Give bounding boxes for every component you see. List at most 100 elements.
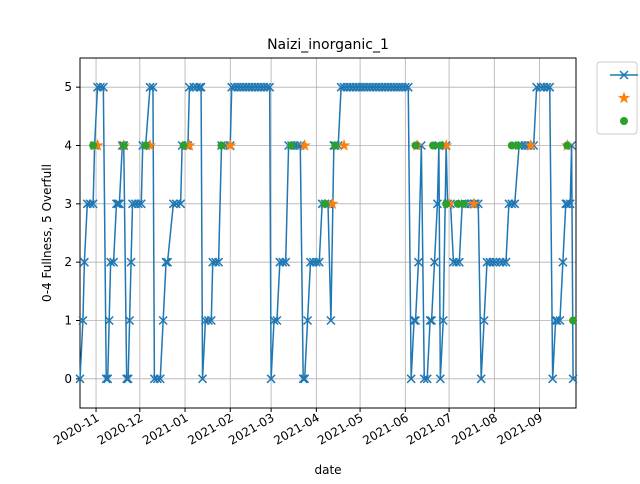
legend — [596, 61, 638, 135]
data-point — [179, 141, 188, 150]
data-point — [78, 315, 88, 326]
data-point — [287, 141, 296, 150]
data-point — [265, 82, 275, 92]
data-point — [403, 82, 413, 92]
data-point — [321, 199, 330, 208]
data-point — [558, 257, 568, 267]
data-point — [114, 199, 124, 209]
data-point — [217, 141, 226, 150]
data-point — [425, 315, 435, 326]
data-point — [266, 374, 276, 384]
data-point — [513, 141, 522, 150]
data-point — [510, 199, 520, 209]
data-point — [158, 315, 168, 326]
y-tick-label: 5 — [64, 80, 72, 94]
data-point — [568, 374, 578, 384]
data-point — [104, 315, 114, 326]
data-point — [422, 374, 432, 384]
data-point — [411, 141, 420, 150]
data-point — [479, 315, 489, 326]
data-point — [162, 257, 173, 267]
data-point — [145, 82, 155, 92]
y-tick-label: 2 — [64, 255, 72, 269]
data-point — [337, 139, 351, 151]
data-point — [507, 141, 516, 150]
data-point — [85, 199, 95, 209]
data-point — [326, 197, 339, 210]
data-point — [196, 82, 206, 92]
data-point — [206, 315, 216, 326]
data-point — [326, 315, 336, 326]
x-axis-label: date — [314, 463, 341, 477]
data-point — [298, 374, 308, 384]
data-point — [203, 315, 213, 326]
data-point — [303, 315, 313, 326]
data-point — [198, 374, 208, 384]
data-point — [331, 141, 340, 150]
data-point — [552, 315, 562, 326]
data-point — [272, 315, 282, 326]
data-point — [476, 374, 486, 384]
y-tick-label: 1 — [64, 314, 72, 328]
data-point — [79, 257, 89, 267]
data-point — [88, 199, 98, 209]
data-point — [565, 199, 575, 209]
data-point — [95, 82, 105, 92]
data-point — [419, 374, 429, 384]
data-point — [176, 199, 186, 209]
data-point — [278, 257, 288, 267]
data-point — [281, 257, 291, 267]
data-point — [409, 315, 419, 326]
data-point — [439, 139, 453, 151]
y-axis-label: 0-4 Fullness, 5 Overfull — [40, 164, 54, 302]
data-point — [298, 139, 311, 151]
data-point — [300, 374, 310, 384]
data-point — [432, 199, 442, 209]
data-point — [314, 257, 324, 267]
data-point — [292, 140, 302, 151]
data-point — [91, 139, 104, 151]
data-point — [89, 141, 98, 150]
y-tick-label: 0 — [64, 372, 72, 386]
legend-box — [596, 61, 638, 135]
data-point — [459, 199, 468, 208]
data-point — [498, 257, 508, 267]
data-point — [545, 82, 555, 92]
data-point — [211, 257, 221, 267]
data-point — [442, 199, 451, 208]
data-point — [148, 82, 158, 92]
data-point — [106, 257, 116, 267]
data-point — [122, 374, 132, 384]
data-point — [488, 257, 498, 267]
data-point — [101, 374, 111, 384]
data-point — [555, 315, 565, 326]
data-point — [195, 82, 205, 92]
data-point — [524, 139, 537, 151]
data-point — [410, 315, 421, 326]
data-point — [542, 82, 552, 92]
data-point — [429, 257, 440, 267]
data-point — [436, 141, 445, 150]
data-point — [98, 82, 108, 92]
data-point — [109, 257, 119, 267]
data-point — [141, 141, 150, 150]
data-point — [501, 257, 511, 267]
data-point — [406, 374, 416, 384]
data-point — [103, 374, 113, 384]
data-point — [161, 257, 171, 267]
data-point — [183, 139, 196, 151]
data-point — [133, 199, 143, 209]
data-point — [311, 257, 321, 267]
legend-marker — [620, 117, 628, 125]
data-point — [548, 374, 558, 384]
chart-title: Naizi_inorganic_1 — [267, 37, 389, 53]
data-point — [453, 199, 462, 208]
data-point — [451, 257, 461, 267]
legend-marker — [619, 70, 629, 80]
data-point — [75, 374, 85, 384]
data-point — [224, 139, 237, 151]
data-point — [467, 197, 481, 210]
data-point — [125, 315, 135, 326]
